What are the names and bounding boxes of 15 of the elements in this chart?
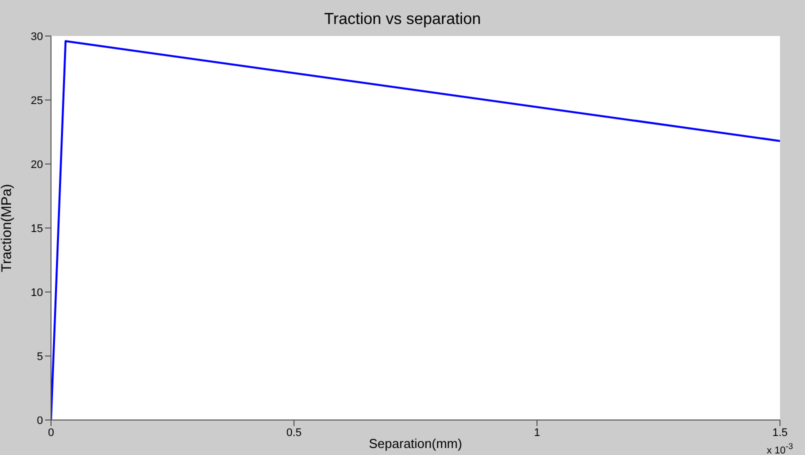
x-tick-label: 1.5 xyxy=(772,426,788,439)
y-tick-label: 0 xyxy=(36,414,43,427)
x-axis-title: Separation(mm) xyxy=(368,436,462,451)
chart-title: Traction vs separation xyxy=(323,10,482,30)
y-tick-label: 10 xyxy=(30,286,43,299)
y-tick-label: 20 xyxy=(30,158,43,171)
y-tick-label: 25 xyxy=(30,94,43,107)
text: x 10$^{-3}$ xyxy=(766,440,793,455)
y-tick-label: 5 xyxy=(36,350,43,363)
y-tick-label: 30 xyxy=(30,30,43,43)
x-tick-label: 1 xyxy=(534,426,540,439)
x-tick-label: 0 xyxy=(48,426,54,439)
y-tick-label: 15 xyxy=(30,222,43,235)
y-axis-title: Traction(MPa) xyxy=(0,184,14,272)
x-tick-label: 0.5 xyxy=(286,426,302,439)
